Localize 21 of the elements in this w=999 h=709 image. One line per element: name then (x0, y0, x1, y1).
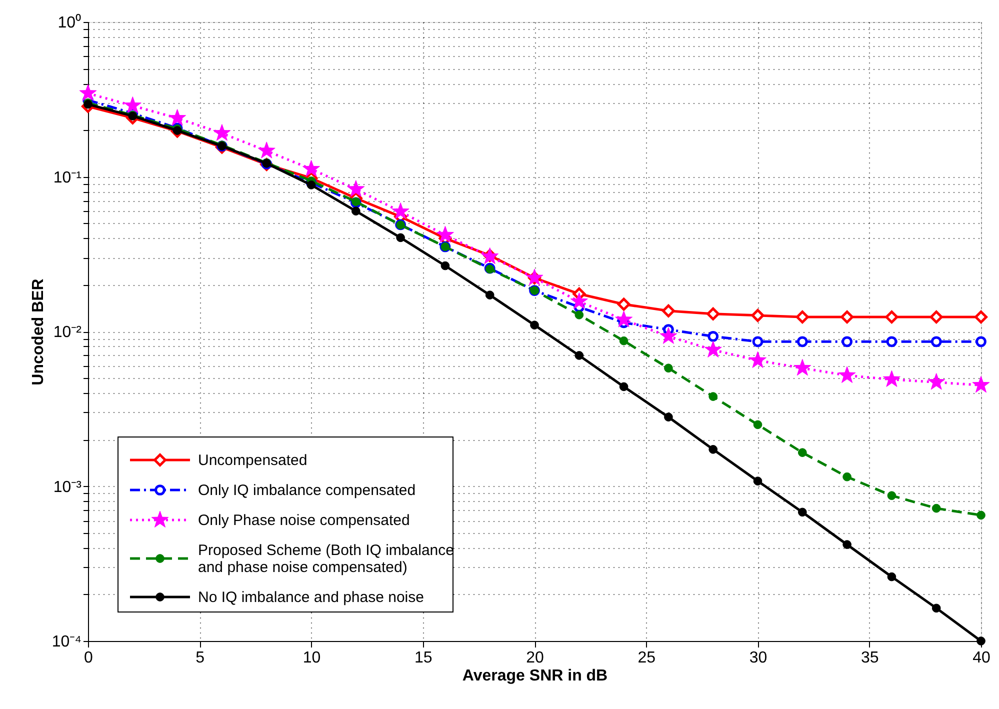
y-tick-label: 10⁻¹ (53, 169, 82, 186)
y-tick-label: 10⁻² (53, 324, 82, 341)
x-tick-label: 20 (526, 650, 544, 666)
legend-label: Proposed Scheme (Both IQ imbalance and phase noise compensated) (198, 542, 454, 576)
x-tick-label: 0 (84, 650, 94, 666)
x-tick-label: 40 (972, 650, 990, 666)
x-tick-label: 15 (414, 650, 432, 666)
legend-label: Uncompensated (198, 452, 308, 469)
x-axis-title: Average SNR in dB (462, 668, 608, 684)
x-tick-label: 5 (196, 650, 205, 666)
legend-label: Only IQ imbalance compensated (198, 482, 416, 499)
y-tick-label: 10⁻³ (53, 478, 82, 496)
x-tick-label: 25 (638, 650, 656, 666)
x-tick-label: 10 (302, 650, 321, 666)
y-tick-label: 10⁻⁴ (52, 634, 82, 650)
legend-label: No IQ imbalance and phase noise (198, 589, 424, 606)
x-tick-label: 30 (749, 650, 768, 666)
x-tick-label: 35 (860, 650, 879, 666)
y-axis-title: Uncoded BER (30, 278, 47, 386)
y-tick-label: 10⁰ (58, 14, 82, 32)
legend-label: Only Phase noise compensated (198, 512, 410, 529)
